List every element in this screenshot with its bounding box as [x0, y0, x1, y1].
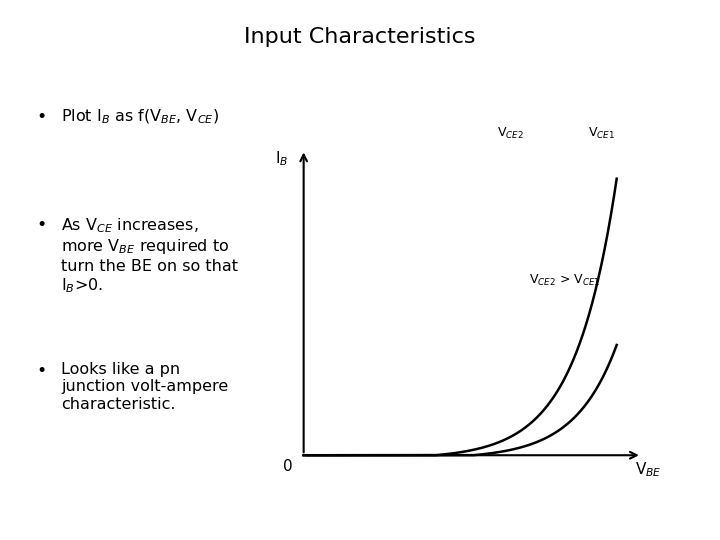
Text: •: • [36, 216, 46, 234]
Text: 0: 0 [283, 460, 293, 474]
Text: •: • [36, 362, 46, 380]
Text: •: • [36, 108, 46, 126]
Text: Plot I$_B$ as f(V$_{BE}$, V$_{CE}$): Plot I$_B$ as f(V$_{BE}$, V$_{CE}$) [61, 108, 220, 126]
Text: V$_{CE2}$: V$_{CE2}$ [497, 126, 523, 141]
Text: As V$_{CE}$ increases,
more V$_{BE}$ required to
turn the BE on so that
I$_B$>0.: As V$_{CE}$ increases, more V$_{BE}$ req… [61, 216, 238, 295]
Text: V$_{CE1}$: V$_{CE1}$ [588, 126, 616, 141]
Text: V$_{BE}$: V$_{BE}$ [635, 461, 661, 479]
Text: I$_B$: I$_B$ [275, 149, 289, 167]
Text: V$_{CE2}$ > V$_{CE1}$: V$_{CE2}$ > V$_{CE1}$ [529, 273, 600, 288]
Text: Looks like a pn
junction volt-ampere
characteristic.: Looks like a pn junction volt-ampere cha… [61, 362, 228, 411]
Text: Input Characteristics: Input Characteristics [244, 27, 476, 47]
